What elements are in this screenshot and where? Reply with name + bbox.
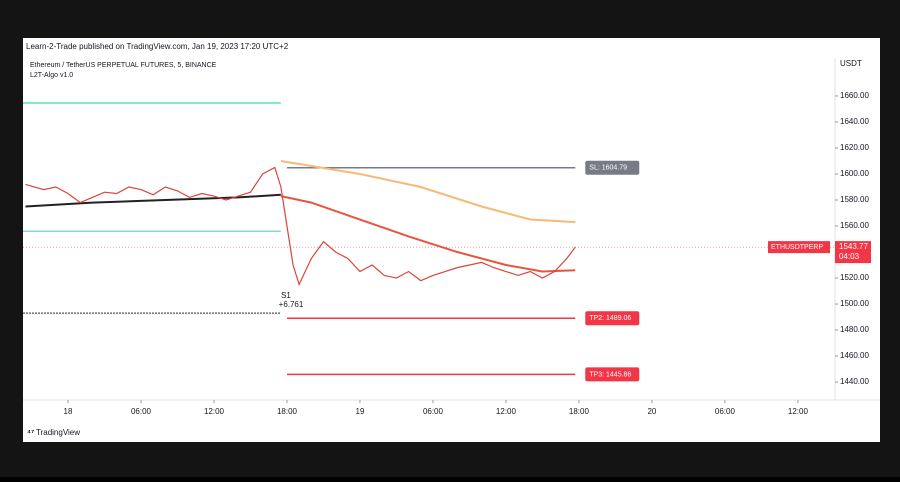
series-line	[25, 193, 281, 208]
level-tag	[585, 311, 640, 326]
x-tick-label: 06:00	[423, 407, 444, 416]
y-tick-label: 1520.00	[840, 273, 869, 282]
x-tick-label: 19	[356, 407, 365, 416]
x-tick-label: 12:00	[496, 407, 517, 416]
y-tick-label: 1500.00	[840, 299, 869, 308]
chart-title: Ethereum / TetherUS PERPETUAL FUTURES, 5…	[30, 62, 217, 69]
symbol: ETHUSDTPERP	[771, 244, 823, 251]
last-price: 1543.77	[839, 242, 868, 251]
level-label: SL: 1604.79	[589, 165, 627, 172]
y-tick-label: 1660.00	[840, 91, 869, 100]
signal-label: S1	[281, 291, 291, 300]
y-axis-label: USDT	[840, 59, 862, 68]
footer: TradingView	[36, 428, 80, 437]
indicator-name: L2T-Algo v1.0	[30, 72, 73, 79]
x-tick-label: 18:00	[277, 407, 298, 416]
y-tick-label: 1620.00	[840, 143, 869, 152]
y-tick-label: 1560.00	[840, 221, 869, 230]
x-tick-label: 12:00	[788, 407, 809, 416]
x-tick-label: 18	[64, 407, 73, 416]
series-line	[280, 195, 576, 273]
footer-logo: ⁴⁷	[27, 428, 34, 437]
series-line	[280, 160, 576, 224]
level-label: TP3: 1445.86	[589, 371, 631, 378]
signal-text: +6.761	[279, 300, 304, 309]
symbol-tag	[768, 241, 830, 254]
price-tag	[835, 241, 871, 264]
level-label: TP2: 1489.06	[589, 315, 631, 322]
level-tag	[585, 367, 640, 382]
y-tick-label: 1640.00	[840, 117, 869, 126]
publisher: Learn-2-Trade published on TradingView.c…	[26, 42, 289, 51]
y-tick-label: 1460.00	[840, 351, 869, 360]
x-tick-label: 06:00	[131, 407, 152, 416]
series-line	[25, 166, 576, 287]
x-tick-label: 20	[647, 407, 656, 416]
x-tick-label: 12:00	[204, 407, 225, 416]
level-tag	[585, 160, 640, 175]
x-tick-label: 18:00	[569, 407, 590, 416]
y-tick-label: 1440.00	[840, 377, 869, 386]
y-tick-label: 1600.00	[840, 169, 869, 178]
y-tick-label: 1580.00	[840, 195, 869, 204]
panel	[23, 38, 880, 442]
x-tick-label: 06:00	[715, 407, 736, 416]
countdown: 04:03	[839, 252, 860, 261]
y-tick-label: 1480.00	[840, 325, 869, 334]
